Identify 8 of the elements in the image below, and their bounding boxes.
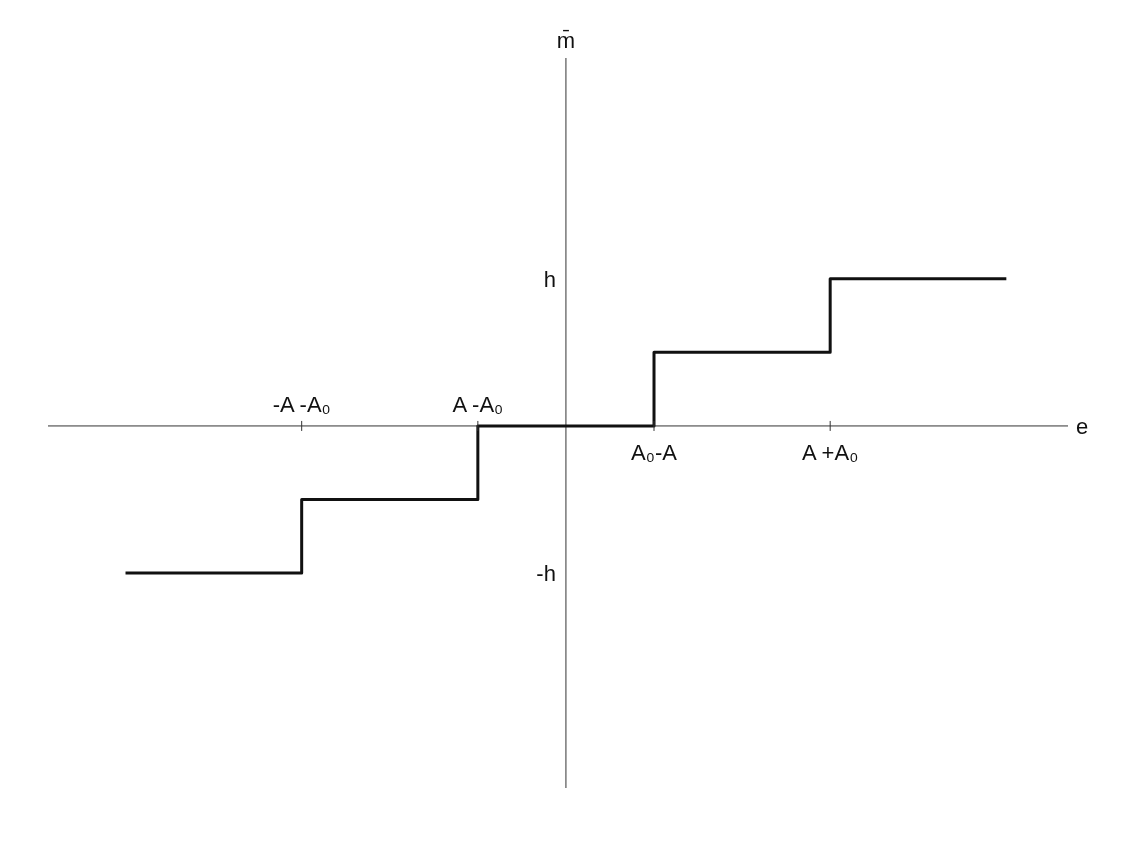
x-tick-label: A -A₀ (452, 391, 504, 417)
x-tick-label: A +A₀ (802, 439, 859, 465)
x-axis-title: e (1076, 413, 1089, 439)
annotation: -h (536, 560, 556, 586)
x-tick-label: -A -A₀ (272, 391, 331, 417)
x-tick-label: A₀-A (631, 439, 678, 465)
text: m̄ (556, 28, 576, 53)
annotation: h (543, 266, 556, 292)
